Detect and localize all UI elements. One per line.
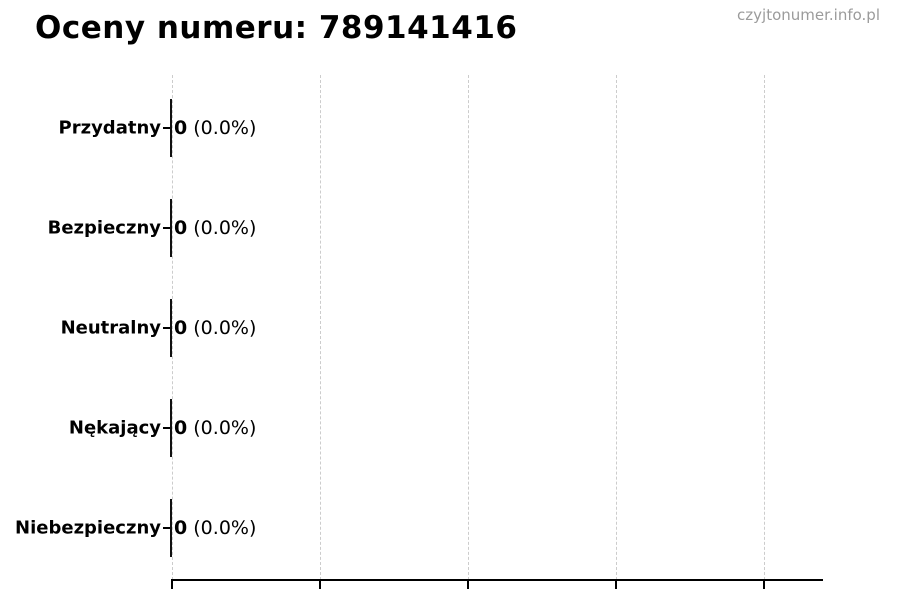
vertical-gridline (615, 75, 617, 580)
value-percent: (0.0%) (187, 217, 257, 239)
bar-zero-width-edge (170, 499, 172, 557)
x-axis-tick (614, 581, 617, 589)
y-axis-tick (163, 327, 171, 329)
bar-row: Niebezpieczny 0 (0.0%) (0, 498, 900, 558)
value-percent: (0.0%) (187, 317, 257, 339)
category-label: Przydatny (58, 117, 161, 139)
value-number: 0 (174, 517, 188, 539)
chart-title: Oceny numeru: 789141416 (35, 10, 518, 46)
value-label: 0 (0.0%) (174, 417, 256, 439)
x-axis-tick (170, 581, 173, 589)
value-label: 0 (0.0%) (174, 317, 256, 339)
y-axis-tick (163, 527, 171, 529)
value-number: 0 (174, 217, 188, 239)
bar-zero-width-edge (170, 399, 172, 457)
value-label: 0 (0.0%) (174, 517, 256, 539)
x-axis-tick (466, 581, 469, 589)
y-axis-tick (163, 427, 171, 429)
value-percent: (0.0%) (187, 517, 257, 539)
bar-row: Bezpieczny 0 (0.0%) (0, 198, 900, 258)
value-number: 0 (174, 117, 188, 139)
category-label: Niebezpieczny (15, 517, 161, 539)
watermark: czyjtonumer.info.pl (737, 6, 880, 24)
y-axis-tick (163, 127, 171, 129)
vertical-gridline (171, 75, 173, 580)
x-axis-tick (318, 581, 321, 589)
bar-zero-width-edge (170, 299, 172, 357)
bar-row: Nękający 0 (0.0%) (0, 398, 900, 458)
x-axis-tick (762, 581, 765, 589)
value-label: 0 (0.0%) (174, 217, 256, 239)
value-label: 0 (0.0%) (174, 117, 256, 139)
bar-zero-width-edge (170, 199, 172, 257)
bar-row: Neutralny 0 (0.0%) (0, 298, 900, 358)
value-number: 0 (174, 317, 188, 339)
vertical-gridline (467, 75, 469, 580)
y-axis-tick (163, 227, 171, 229)
bar-row: Przydatny 0 (0.0%) (0, 98, 900, 158)
category-label: Nękający (68, 417, 161, 439)
vertical-gridline (319, 75, 321, 580)
x-axis-line (171, 579, 823, 581)
value-number: 0 (174, 417, 188, 439)
value-percent: (0.0%) (187, 117, 257, 139)
value-percent: (0.0%) (187, 417, 257, 439)
vertical-gridline (763, 75, 765, 580)
category-label: Bezpieczny (47, 217, 161, 239)
category-label: Neutralny (60, 317, 161, 339)
bar-zero-width-edge (170, 99, 172, 157)
